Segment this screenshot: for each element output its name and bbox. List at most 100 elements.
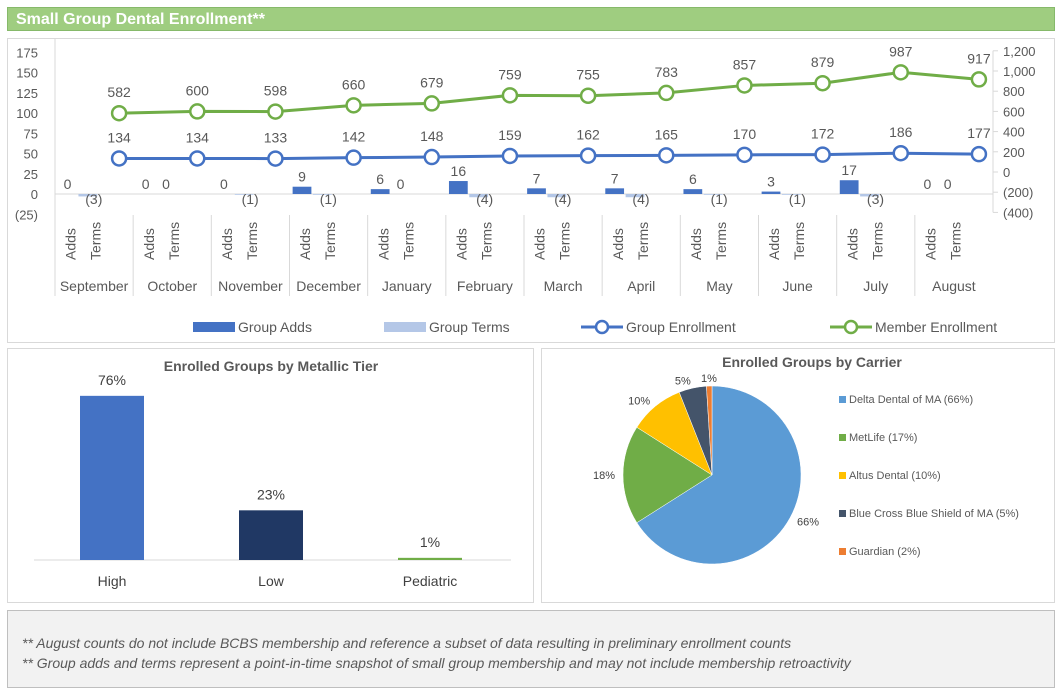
subcategory-label: Terms bbox=[88, 222, 104, 260]
chart-title: Enrolled Groups by Carrier bbox=[722, 354, 902, 370]
group-adds-label: 7 bbox=[611, 170, 619, 186]
tier-value-label: 1% bbox=[420, 534, 440, 550]
member-enrollment-point bbox=[110, 104, 128, 122]
metallic-tier-chart: Enrolled Groups by Metallic Tier 76% High 2… bbox=[34, 358, 511, 589]
group-adds-bar bbox=[605, 188, 625, 194]
group-terms-label: (1) bbox=[711, 191, 728, 207]
secondary-axis-tick: 400 bbox=[1003, 125, 1025, 140]
member-enrollment-point bbox=[579, 87, 597, 104]
group-terms-bar bbox=[312, 194, 332, 195]
member-enrollment-label: 783 bbox=[655, 64, 679, 80]
group-enrollment-label: 134 bbox=[186, 129, 210, 145]
group-adds-bar bbox=[370, 189, 390, 194]
chart-title: Enrolled Groups by Metallic Tier bbox=[164, 358, 379, 374]
secondary-axis-tick: (400) bbox=[1003, 205, 1033, 220]
group-terms-bar bbox=[781, 194, 801, 195]
subcategory-label: Terms bbox=[557, 222, 573, 260]
subcategory-label: Adds bbox=[141, 228, 157, 260]
group-terms-bar bbox=[78, 194, 98, 197]
group-enrollment-point bbox=[501, 147, 519, 165]
legend-label: Altus Dental (10%) bbox=[849, 470, 941, 482]
pie-slice bbox=[706, 385, 713, 476]
pie-slice bbox=[622, 426, 713, 524]
group-enrollment-point bbox=[345, 149, 362, 166]
carrier-panel: Enrolled Groups by Carrier 66% Delta Denta… bbox=[541, 348, 1055, 603]
subcategory-label: Adds bbox=[453, 228, 469, 260]
subcategory-label: Terms bbox=[869, 222, 885, 260]
pie-data-label: 66% bbox=[797, 517, 819, 529]
member-enrollment-label: 879 bbox=[811, 54, 835, 70]
group-adds-bar bbox=[527, 188, 546, 194]
member-enrollment-point bbox=[267, 103, 284, 120]
tier-category-label: Low bbox=[258, 573, 285, 589]
secondary-axis-tick: (200) bbox=[1003, 185, 1033, 200]
pie-data-label: 10% bbox=[628, 395, 650, 407]
secondary-axis-tick: 600 bbox=[1003, 104, 1025, 119]
legend-label: Member Enrollment bbox=[875, 319, 997, 335]
subcategory-label: Terms bbox=[322, 222, 338, 260]
secondary-axis-tick: 1,000 bbox=[1003, 64, 1036, 79]
footnotes: ** August counts do not include BCBS mem… bbox=[7, 610, 1055, 688]
primary-axis-tick: 25 bbox=[24, 167, 38, 182]
group-terms-bar bbox=[625, 194, 645, 198]
month-label: November bbox=[218, 278, 283, 294]
legend-swatch bbox=[384, 322, 426, 332]
group-terms-bar bbox=[547, 194, 567, 198]
subcategory-label: Terms bbox=[713, 222, 729, 260]
group-terms-label: 0 bbox=[944, 176, 952, 192]
group-enrollment-label: 133 bbox=[264, 130, 288, 146]
pie-data-label: 5% bbox=[675, 375, 691, 387]
group-terms-bar bbox=[469, 194, 489, 198]
member-enrollment-point bbox=[345, 97, 362, 114]
subcategory-label: Terms bbox=[478, 222, 494, 260]
legend-swatch bbox=[839, 396, 846, 403]
subcategory-label: Adds bbox=[844, 228, 860, 260]
group-terms-label: (1) bbox=[242, 191, 259, 207]
secondary-axis-tick: 1,200 bbox=[1003, 44, 1036, 59]
legend-label: Blue Cross Blue Shield of MA (5%) bbox=[849, 508, 1019, 520]
metallic-tier-panel: Enrolled Groups by Metallic Tier 76% High 2… bbox=[7, 348, 534, 603]
subcategory-label: Adds bbox=[375, 228, 391, 260]
group-enrollment-point bbox=[970, 145, 988, 163]
tier-category-label: Pediatric bbox=[403, 573, 457, 589]
group-adds-label: 7 bbox=[533, 170, 541, 186]
group-terms-bar bbox=[860, 194, 879, 197]
footnote-1: ** August counts do not include BCBS mem… bbox=[22, 635, 792, 651]
month-label: December bbox=[296, 278, 361, 294]
month-label: August bbox=[932, 278, 976, 294]
group-enrollment-label: 148 bbox=[420, 128, 444, 144]
month-label: October bbox=[147, 278, 197, 294]
tier-category-label: High bbox=[98, 573, 127, 589]
group-adds-bar bbox=[761, 191, 781, 194]
member-enrollment-line bbox=[119, 70, 980, 115]
member-enrollment-point bbox=[423, 95, 441, 112]
group-enrollment-line bbox=[119, 151, 979, 161]
subcategory-label: Adds bbox=[766, 228, 782, 260]
month-label: July bbox=[863, 278, 888, 294]
month-label: January bbox=[382, 278, 432, 294]
subcategory-label: Adds bbox=[63, 228, 79, 260]
footnote-2: ** Group adds and terms represent a poin… bbox=[22, 655, 851, 671]
tier-value-label: 23% bbox=[257, 486, 285, 502]
group-adds-label: 6 bbox=[689, 171, 697, 187]
member-enrollment-label: 755 bbox=[576, 67, 600, 83]
member-enrollment-point bbox=[189, 103, 206, 120]
group-enrollment-point bbox=[814, 146, 831, 163]
member-enrollment-point bbox=[658, 84, 675, 102]
group-adds-label: 6 bbox=[376, 171, 384, 187]
primary-axis-tick: 175 bbox=[16, 45, 38, 60]
member-enrollment-label: 679 bbox=[420, 74, 444, 90]
group-enrollment-point bbox=[892, 144, 910, 162]
subcategory-label: Adds bbox=[532, 228, 548, 260]
tier-bar bbox=[80, 395, 144, 560]
primary-axis-tick: 50 bbox=[24, 147, 38, 162]
legend-label: MetLife (17%) bbox=[849, 432, 917, 444]
member-enrollment-label: 600 bbox=[186, 82, 210, 98]
group-enrollment-label: 177 bbox=[967, 125, 991, 141]
legend-swatch bbox=[839, 510, 846, 517]
legend-label: Guardian (2%) bbox=[849, 546, 921, 558]
group-enrollment-point bbox=[267, 150, 284, 167]
subcategory-label: Adds bbox=[922, 228, 938, 260]
member-enrollment-point bbox=[814, 74, 831, 92]
group-terms-label: (4) bbox=[476, 191, 493, 207]
